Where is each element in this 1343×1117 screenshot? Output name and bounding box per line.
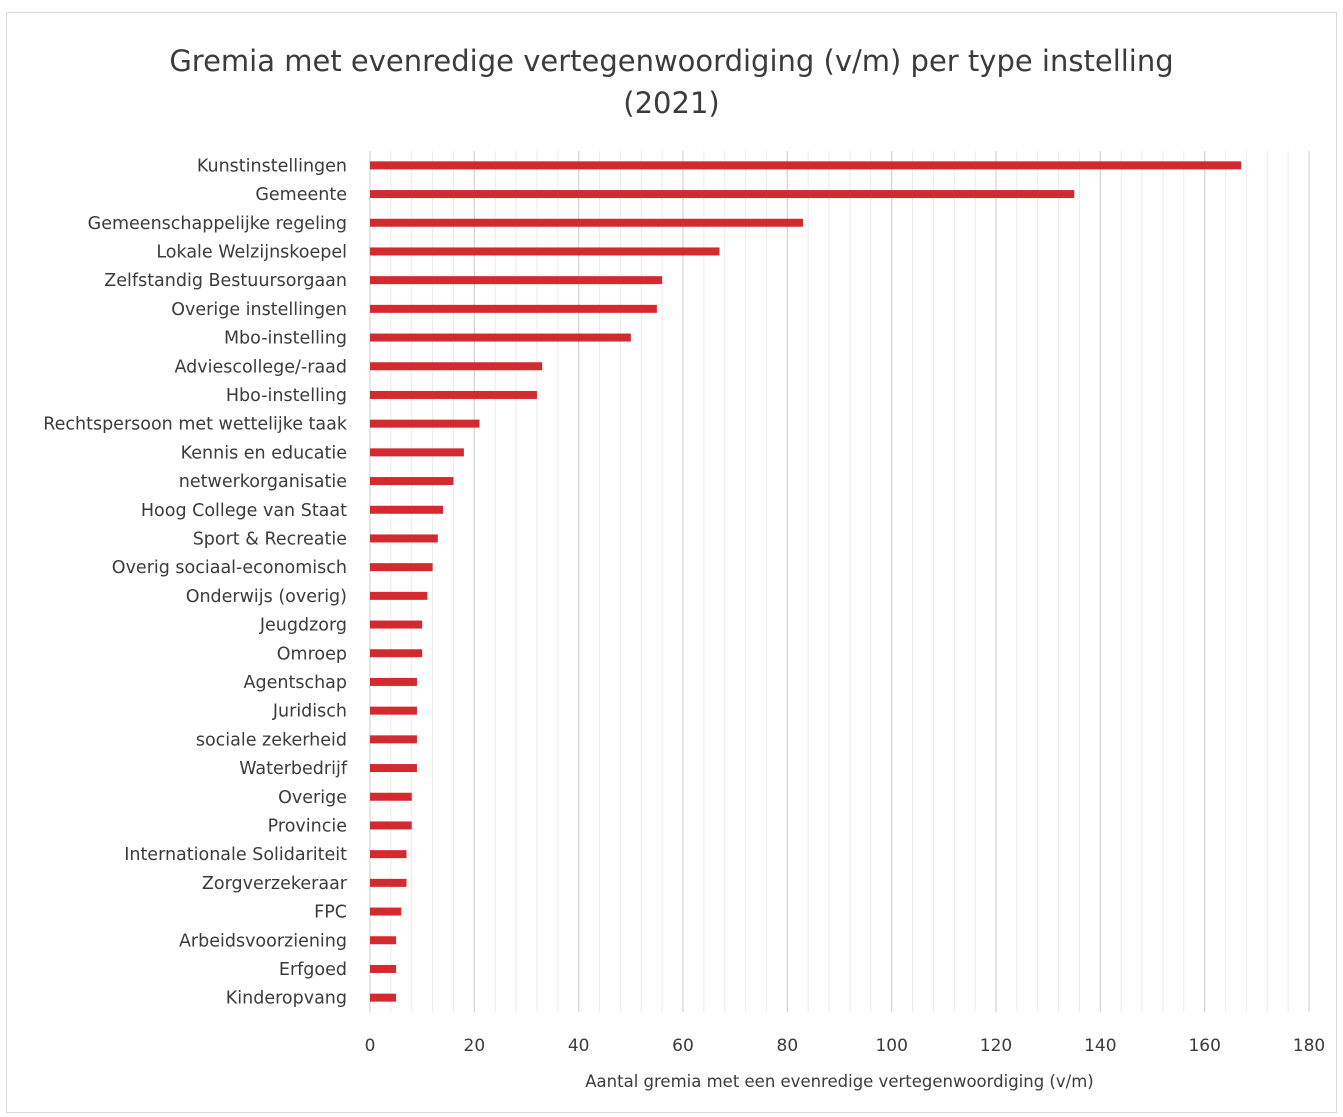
category-label: Onderwijs (overig) <box>186 587 347 607</box>
bar <box>370 477 454 486</box>
bar <box>370 936 397 945</box>
bar <box>370 161 1242 170</box>
x-tick-label: 180 <box>1293 1036 1325 1056</box>
bar <box>370 735 417 744</box>
bar <box>370 764 417 773</box>
bar <box>370 448 464 457</box>
x-tick-label: 20 <box>464 1036 486 1056</box>
bar <box>370 964 397 973</box>
chart-title: Gremia met evenredige vertegenwoordiging… <box>0 40 1343 124</box>
bar <box>370 563 433 572</box>
x-tick-label: 100 <box>875 1036 907 1056</box>
bar <box>370 649 423 658</box>
x-tick-label: 80 <box>777 1036 799 1056</box>
bar <box>370 534 438 543</box>
category-label: Waterbedrijf <box>239 759 348 779</box>
category-label: Kunstinstellingen <box>197 156 347 176</box>
category-label: sociale zekerheid <box>196 730 347 750</box>
category-label: Erfgoed <box>279 960 347 980</box>
category-label: Omroep <box>277 644 347 664</box>
chart-title-line-2: (2021) <box>623 86 720 120</box>
bar <box>370 677 417 686</box>
bar <box>370 505 444 514</box>
bar <box>370 821 412 830</box>
bar <box>370 362 543 371</box>
bar <box>370 993 397 1002</box>
bar <box>370 591 428 600</box>
x-tick-label: 60 <box>672 1036 694 1056</box>
category-label: Sport & Recreatie <box>193 529 347 549</box>
bar <box>370 333 631 342</box>
bar <box>370 190 1075 199</box>
bar <box>370 907 402 916</box>
category-label: Lokale Welzijnskoepel <box>156 242 347 262</box>
category-label: Arbeidsvoorziening <box>179 931 347 951</box>
x-tick-label: 140 <box>1084 1036 1116 1056</box>
bar <box>370 878 407 887</box>
x-axis-title: Aantal gremia met een evenredige vertege… <box>585 1072 1093 1091</box>
category-label: Hoog College van Staat <box>141 501 347 521</box>
bar <box>370 850 407 859</box>
x-tick-labels: 0 20 40 60 80 100 120 140 160 180 <box>365 1036 1326 1056</box>
gridlines <box>369 151 1310 1012</box>
x-tick-label: 120 <box>980 1036 1012 1056</box>
category-label: Hbo-instelling <box>226 386 347 406</box>
bar <box>370 218 803 227</box>
bar <box>370 792 412 801</box>
category-label: Mbo-instelling <box>224 329 347 349</box>
category-label: FPC <box>314 903 347 923</box>
category-label: Overige <box>278 788 347 808</box>
category-labels: Kunstinstellingen Gemeente Gemeenschappeli… <box>43 156 348 1008</box>
bars <box>370 161 1242 1002</box>
bar <box>370 247 720 256</box>
category-label: Adviescollege/-raad <box>174 357 347 377</box>
category-label: Agentschap <box>244 673 347 693</box>
category-label: Gemeenschappelijke regeling <box>88 214 347 234</box>
category-label: Zorgverzekeraar <box>202 874 348 894</box>
category-label: Zelfstandig Bestuursorgaan <box>104 271 347 291</box>
bar <box>370 620 423 629</box>
category-label: Rechtspersoon met wettelijke taak <box>43 415 348 435</box>
bar <box>370 706 417 715</box>
category-label: Provincie <box>268 816 347 836</box>
category-label: Overige instellingen <box>171 300 347 320</box>
category-label: Overig sociaal-economisch <box>112 558 347 578</box>
bar <box>370 390 537 399</box>
category-label: Internationale Solidariteit <box>124 845 347 865</box>
category-label: Gemeente <box>255 185 347 205</box>
category-label: netwerkorganisatie <box>179 472 347 492</box>
x-tick-label: 160 <box>1188 1036 1220 1056</box>
bar <box>370 419 480 428</box>
bar <box>370 276 663 285</box>
category-label: Kennis en educatie <box>181 443 347 463</box>
x-tick-label: 0 <box>365 1036 376 1056</box>
x-tick-label: 40 <box>568 1036 590 1056</box>
category-label: Juridisch <box>272 702 347 722</box>
category-label: Jeugdzorg <box>259 616 347 636</box>
chart-title-line-1: Gremia met evenredige vertegenwoordiging… <box>169 44 1174 78</box>
bar <box>370 304 657 313</box>
category-label: Kinderopvang <box>226 989 347 1009</box>
